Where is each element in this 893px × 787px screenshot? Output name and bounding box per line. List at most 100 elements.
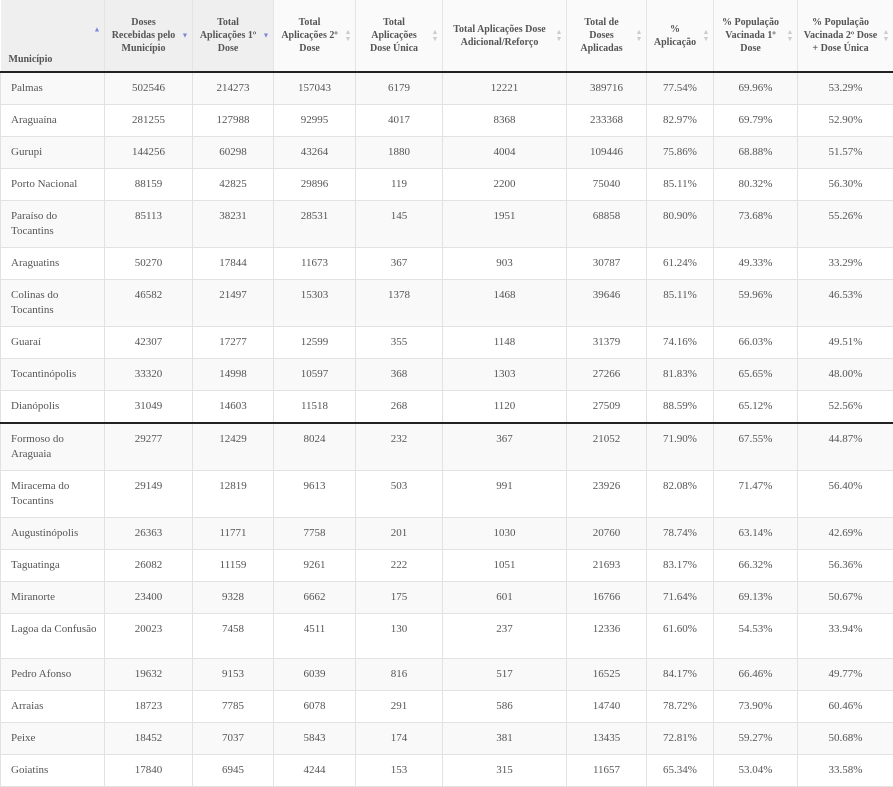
value-cell: 83.17%: [647, 550, 714, 582]
value-cell: 30787: [567, 248, 647, 280]
sort-icon[interactable]: ▼: [181, 32, 189, 39]
column-header-0[interactable]: Município▲: [1, 0, 105, 72]
value-cell: 66.32%: [714, 550, 798, 582]
value-cell: 502546: [105, 72, 193, 105]
value-cell: 73.68%: [714, 201, 798, 248]
value-cell: 7458: [193, 614, 274, 659]
sort-asc-icon: ▲: [93, 27, 101, 34]
column-header-6[interactable]: Total de Doses Aplicadas ▲▼: [567, 0, 647, 72]
sort-icon[interactable]: ▲▼: [555, 29, 563, 43]
municipio-cell: Miranorte: [1, 582, 105, 614]
sort-icon[interactable]: ▲▼: [882, 29, 890, 43]
sort-icon[interactable]: ▲▼: [344, 29, 352, 43]
municipio-cell: Dianópolis: [1, 391, 105, 424]
value-cell: 9328: [193, 582, 274, 614]
column-header-5[interactable]: Total Aplicações Dose Adicional/Reforço▲…: [443, 0, 567, 72]
value-cell: 157043: [274, 72, 356, 105]
sort-icon[interactable]: ▲: [93, 27, 101, 34]
sort-icon[interactable]: ▲▼: [786, 29, 794, 43]
value-cell: 144256: [105, 137, 193, 169]
value-cell: 28531: [274, 201, 356, 248]
sort-icon[interactable]: ▲▼: [635, 29, 643, 43]
column-header-2[interactable]: Total Aplicações 1º Dose▼: [193, 0, 274, 72]
value-cell: 84.17%: [647, 659, 714, 691]
municipio-cell: Arraias: [1, 691, 105, 723]
value-cell: 65.12%: [714, 391, 798, 424]
value-cell: 18452: [105, 723, 193, 755]
sort-icon[interactable]: ▲▼: [431, 29, 439, 43]
value-cell: 237: [443, 614, 567, 659]
value-cell: 10597: [274, 359, 356, 391]
value-cell: 14603: [193, 391, 274, 424]
value-cell: 78.74%: [647, 518, 714, 550]
value-cell: 153: [356, 755, 443, 787]
value-cell: 11159: [193, 550, 274, 582]
column-header-9[interactable]: % População Vacinada 2º Dose + Dose Únic…: [798, 0, 893, 72]
value-cell: 12336: [567, 614, 647, 659]
value-cell: 44.87%: [798, 423, 893, 471]
value-cell: 74.16%: [647, 327, 714, 359]
table-header-row: Município▲Doses Recebidas pelo Município…: [1, 0, 893, 72]
value-cell: 1303: [443, 359, 567, 391]
column-header-7[interactable]: % Aplicação▲▼: [647, 0, 714, 72]
value-cell: 23926: [567, 471, 647, 518]
value-cell: 46582: [105, 280, 193, 327]
value-cell: 75040: [567, 169, 647, 201]
value-cell: 9613: [274, 471, 356, 518]
value-cell: 1051: [443, 550, 567, 582]
value-cell: 66.46%: [714, 659, 798, 691]
value-cell: 389716: [567, 72, 647, 105]
value-cell: 69.79%: [714, 105, 798, 137]
value-cell: 80.32%: [714, 169, 798, 201]
value-cell: 17277: [193, 327, 274, 359]
value-cell: 214273: [193, 72, 274, 105]
municipio-cell: Formoso do Araguaia: [1, 423, 105, 471]
value-cell: 85.11%: [647, 280, 714, 327]
value-cell: 9153: [193, 659, 274, 691]
value-cell: 46.53%: [798, 280, 893, 327]
value-cell: 71.47%: [714, 471, 798, 518]
sort-desc-icon: ▼: [181, 32, 189, 39]
sort-desc-icon: ▼: [635, 36, 643, 43]
value-cell: 48.00%: [798, 359, 893, 391]
value-cell: 53.29%: [798, 72, 893, 105]
sort-icon[interactable]: ▲▼: [702, 29, 710, 43]
municipio-cell: Colinas do Tocantins: [1, 280, 105, 327]
value-cell: 11518: [274, 391, 356, 424]
column-header-1[interactable]: Doses Recebidas pelo Município▼: [105, 0, 193, 72]
value-cell: 31379: [567, 327, 647, 359]
value-cell: 61.24%: [647, 248, 714, 280]
column-label: Total Aplicações 2º Dose: [281, 17, 337, 54]
value-cell: 42.69%: [798, 518, 893, 550]
value-cell: 75.86%: [647, 137, 714, 169]
column-header-8[interactable]: % População Vacinada 1º Dose▲▼: [714, 0, 798, 72]
value-cell: 27266: [567, 359, 647, 391]
value-cell: 92995: [274, 105, 356, 137]
value-cell: 7037: [193, 723, 274, 755]
sort-desc-icon: ▼: [786, 36, 794, 43]
value-cell: 51.57%: [798, 137, 893, 169]
value-cell: 8024: [274, 423, 356, 471]
column-header-4[interactable]: Total Aplicações Dose Única▲▼: [356, 0, 443, 72]
municipio-cell: Araguaína: [1, 105, 105, 137]
value-cell: 6039: [274, 659, 356, 691]
value-cell: 601: [443, 582, 567, 614]
value-cell: 367: [443, 423, 567, 471]
value-cell: 52.56%: [798, 391, 893, 424]
value-cell: 52.90%: [798, 105, 893, 137]
column-label: Total de Doses Aplicadas: [580, 17, 622, 54]
sort-icon[interactable]: ▼: [262, 32, 270, 39]
value-cell: 19632: [105, 659, 193, 691]
value-cell: 71.90%: [647, 423, 714, 471]
value-cell: 20760: [567, 518, 647, 550]
value-cell: 381: [443, 723, 567, 755]
sort-desc-icon: ▼: [882, 36, 890, 43]
column-header-3[interactable]: Total Aplicações 2º Dose ▲▼: [274, 0, 356, 72]
value-cell: 21052: [567, 423, 647, 471]
